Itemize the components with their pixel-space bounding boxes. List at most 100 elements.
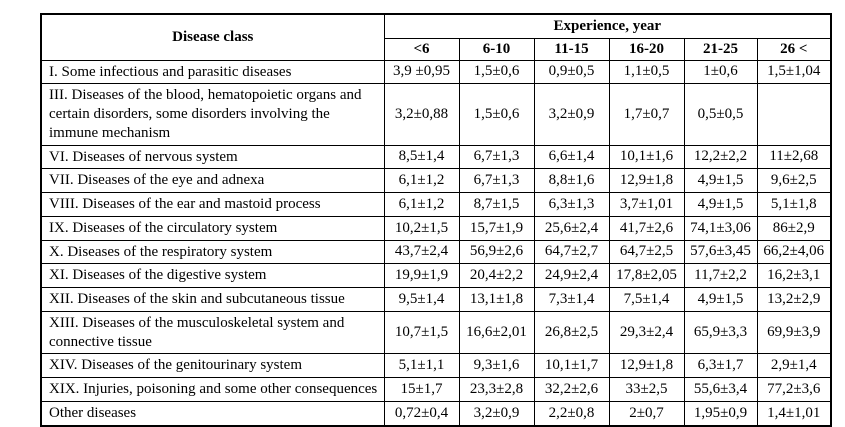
table-row: XIX. Injuries, poisoning and some other … [40,377,832,402]
disease-class-cell: VI. Diseases of nervous system [40,144,385,170]
value-cell: 69,9±3,9 [756,310,832,355]
table-row: XIV. Diseases of the genitourinary syste… [40,353,832,378]
value-cell: 41,7±2,6 [608,215,685,241]
disease-class-cell: XI. Diseases of the digestive system [40,263,385,288]
value-cell: 6,3±1,7 [683,353,758,378]
value-cell: 11,7±2,2 [683,263,758,288]
value-cell: 13,2±2,9 [756,287,832,312]
value-cell: 3,2±0,88 [383,83,460,146]
value-cell: 1±0,6 [683,59,758,85]
value-cell: 57,6±3,45 [683,239,758,265]
value-cell: 1,5±1,04 [756,59,832,85]
value-cell: 77,2±3,6 [756,377,832,402]
value-cell: 1,5±0,6 [458,83,535,146]
value-cell: 4,9±1,5 [683,287,758,312]
value-cell: 86±2,9 [756,215,832,241]
value-cell: 23,3±2,8 [458,377,535,402]
value-cell: 0,9±0,5 [533,59,610,85]
value-cell: 64,7±2,7 [533,239,610,265]
value-cell: 10,2±1,5 [383,215,460,241]
disease-class-cell: IX. Diseases of the circulatory system [40,215,385,241]
table-row: VI. Diseases of nervous system 8,5±1,4 6,7… [40,144,832,170]
value-cell: 74,1±3,06 [683,215,758,241]
disease-class-cell: XII. Diseases of the skin and subcutaneo… [40,287,385,312]
value-cell: 25,6±2,4 [533,215,610,241]
table-row: XII. Diseases of the skin and subcutaneo… [40,287,832,312]
value-cell: 33±2,5 [608,377,685,402]
experience-col-header-16-20: 16-20 [608,37,685,61]
value-cell: 11±2,68 [756,144,832,170]
experience-group-header: Experience, year [383,13,832,39]
value-cell: 17,8±2,05 [608,263,685,288]
value-cell: 6,7±1,3 [458,144,535,170]
value-cell: 6,3±1,3 [533,192,610,217]
value-cell: 8,7±1,5 [458,192,535,217]
experience-col-header-lt6: <6 [383,37,460,61]
value-cell: 5,1±1,8 [756,192,832,217]
value-cell [756,83,832,146]
disease-class-header: Disease class [40,13,385,61]
value-cell: 13,1±1,8 [458,287,535,312]
disease-class-cell: VII. Diseases of the eye and adnexa [40,168,385,193]
value-cell: 12,2±2,2 [683,144,758,170]
table-row: VII. Diseases of the eye and adnexa 6,1±1… [40,168,832,193]
value-cell: 4,9±1,5 [683,168,758,193]
value-cell: 12,9±1,8 [608,168,685,193]
experience-col-header-6-10: 6-10 [458,37,535,61]
disease-class-cell: I. Some infectious and parasitic disease… [40,59,385,85]
value-cell: 3,7±1,01 [608,192,685,217]
table-row: X. Diseases of the respiratory system 43,… [40,239,832,265]
value-cell: 6,7±1,3 [458,168,535,193]
value-cell: 20,4±2,2 [458,263,535,288]
value-cell: 4,9±1,5 [683,192,758,217]
value-cell: 6,6±1,4 [533,144,610,170]
value-cell: 9,3±1,6 [458,353,535,378]
disease-class-cell: XIV. Diseases of the genitourinary syste… [40,353,385,378]
value-cell: 26,8±2,5 [533,310,610,355]
value-cell: 15,7±1,9 [458,215,535,241]
value-cell: 29,3±2,4 [608,310,685,355]
value-cell: 3,2±0,9 [533,83,610,146]
experience-col-header-21-25: 21-25 [683,37,758,61]
value-cell: 15±1,7 [383,377,460,402]
value-cell: 6,1±1,2 [383,168,460,193]
value-cell: 3,9 ±0,95 [383,59,460,85]
experience-col-header-gt26: 26 < [756,37,832,61]
value-cell: 43,7±2,4 [383,239,460,265]
table-row: XI. Diseases of the digestive system 19,9… [40,263,832,288]
value-cell: 64,7±2,5 [608,239,685,265]
disease-class-cell: XIII. Diseases of the musculoskeletal sy… [40,310,385,355]
value-cell: 65,9±3,3 [683,310,758,355]
value-cell: 12,9±1,8 [608,353,685,378]
value-cell: 24,9±2,4 [533,263,610,288]
value-cell: 9,5±1,4 [383,287,460,312]
value-cell: 56,9±2,6 [458,239,535,265]
experience-col-header-11-15: 11-15 [533,37,610,61]
value-cell: 5,1±1,1 [383,353,460,378]
value-cell: 8,5±1,4 [383,144,460,170]
value-cell: 7,5±1,4 [608,287,685,312]
value-cell: 16,2±3,1 [756,263,832,288]
table-row: IX. Diseases of the circulatory system 10… [40,215,832,241]
value-cell: 10,1±1,6 [608,144,685,170]
value-cell: 66,2±4,06 [756,239,832,265]
table-body: I. Some infectious and parasitic disease… [40,59,832,427]
header-row-columns: <6 6-10 11-15 16-20 21-25 26 < [41,37,832,61]
table-row: III. Diseases of the blood, hematopoieti… [40,83,832,146]
value-cell: 7,3±1,4 [533,287,610,312]
value-cell: 55,6±3,4 [683,377,758,402]
value-cell: 9,6±2,5 [756,168,832,193]
header-row-group: Disease class Experience, year [40,13,832,61]
value-cell: 2,9±1,4 [756,353,832,378]
table-row: XIII. Diseases of the musculoskeletal sy… [40,310,832,355]
value-cell: 1,5±0,6 [458,59,535,85]
value-cell: 19,9±1,9 [383,263,460,288]
disease-experience-table: Disease class Experience, year <6 6-10 1… [40,13,833,427]
disease-class-cell: XIX. Injuries, poisoning and some other … [40,377,385,402]
value-cell: 8,8±1,6 [533,168,610,193]
disease-class-cell: VIII. Diseases of the ear and mastoid pr… [40,192,385,217]
value-cell: 1,7±0,7 [608,83,685,146]
value-cell: 32,2±2,6 [533,377,610,402]
value-cell: 10,7±1,5 [383,310,460,355]
table-header: Disease class Experience, year <6 6-10 1… [40,13,832,61]
